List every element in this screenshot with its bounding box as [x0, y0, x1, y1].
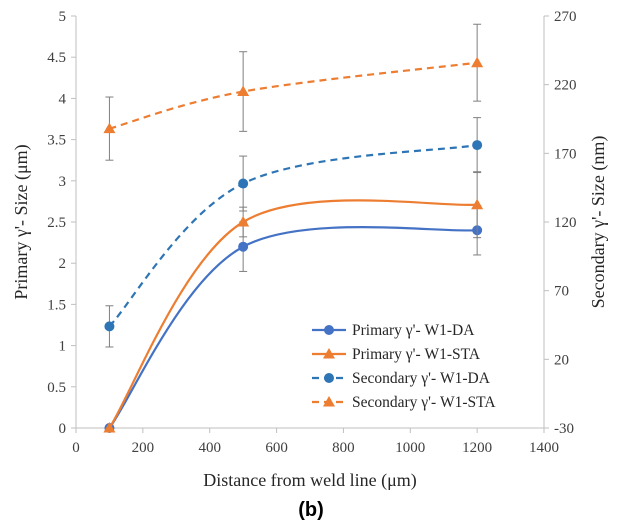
series-line [109, 61, 478, 130]
y2-tick-label: 220 [554, 78, 577, 94]
y-tick-label: 3 [59, 174, 67, 190]
data-point [238, 241, 249, 252]
panel-label: (b) [298, 499, 324, 521]
data-point [471, 56, 484, 68]
data-point [238, 178, 249, 189]
legend-marker [323, 396, 335, 407]
series-line [108, 144, 478, 328]
data-point [471, 198, 484, 210]
y-tick-label: 0 [59, 421, 67, 437]
x-tick-label: 400 [198, 440, 221, 456]
legend-marker [323, 348, 335, 359]
x-axis-title: Distance from weld line (μm) [203, 470, 417, 491]
series-1 [103, 171, 484, 433]
data-point [472, 140, 483, 151]
x-tick-label: 800 [332, 440, 355, 456]
series-0 [104, 205, 483, 433]
y-axis-title: Primary γ'- Size (μm) [11, 144, 32, 299]
y2-tick-label: 120 [554, 215, 577, 231]
legend-marker [324, 325, 334, 335]
plot-area [103, 23, 484, 433]
y2-tick-label: 170 [554, 146, 577, 162]
x-tick-label: 1000 [395, 440, 425, 456]
series-3 [103, 23, 484, 161]
legend-label: Primary γ'- W1-DA [352, 322, 475, 339]
x-tick-label: 1400 [529, 440, 559, 456]
legend-marker [324, 373, 334, 383]
y-tick-label: 0.5 [47, 380, 66, 396]
legend-label: Primary γ'- W1-STA [352, 346, 481, 363]
y2-tick-label: 70 [554, 284, 569, 300]
data-point [237, 85, 250, 97]
y2-tick-label: 270 [554, 9, 577, 25]
y-tick-label: 4 [59, 91, 67, 107]
y-tick-label: 3.5 [47, 133, 66, 149]
y-tick-label: 5 [59, 9, 67, 25]
legend-label: Secondary γ'- W1-DA [352, 370, 491, 387]
x-tick-label: 1200 [462, 440, 492, 456]
y2-tick-label: -30 [554, 421, 574, 437]
y-tick-label: 4.5 [47, 50, 66, 66]
y-tick-label: 1 [59, 339, 67, 355]
data-point [104, 321, 115, 332]
y2-axis-title: Secondary γ'- Size (nm) [588, 136, 609, 309]
x-tick-label: 0 [72, 440, 80, 456]
legend-label: Secondary γ'- W1-STA [352, 394, 496, 411]
y-tick-label: 2 [59, 256, 67, 272]
data-point [103, 122, 116, 134]
data-point [237, 216, 250, 227]
y-tick-label: 2.5 [47, 215, 66, 231]
axes: 0 200 400 600 800 1000 1200 1400 0 0.5 1 1.5 2 2.5 3 3.… [47, 9, 576, 456]
legend: Primary γ'- W1-DA Primary γ'- W1-STA Secon… [312, 322, 496, 411]
y2-tick-label: 20 [554, 352, 569, 368]
series-2 [104, 117, 483, 348]
x-tick-label: 200 [132, 440, 155, 456]
data-point [103, 422, 116, 433]
x-tick-label: 600 [265, 440, 288, 456]
y-tick-label: 1.5 [47, 297, 66, 313]
